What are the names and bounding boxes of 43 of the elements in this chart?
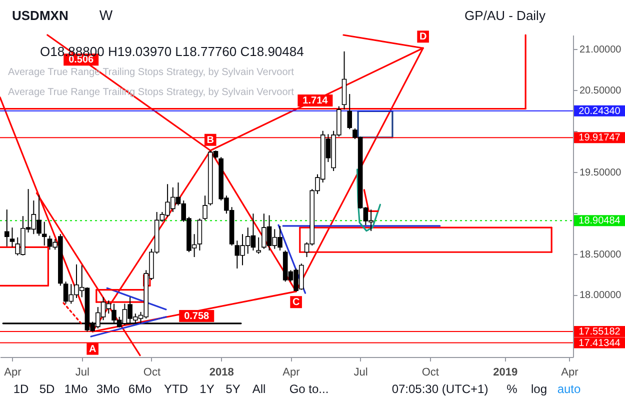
ref-line-label: 20.24340 <box>578 106 621 117</box>
annotation: 0.758 <box>184 311 210 322</box>
x-tick-label: Oct <box>143 366 161 378</box>
text: 5Y <box>226 382 240 396</box>
text: % <box>506 382 518 396</box>
text: 3Mo <box>96 382 120 396</box>
annotation: D <box>419 32 427 43</box>
text: auto <box>557 382 581 396</box>
text: 5D <box>39 382 55 396</box>
x-tick-label: Jul <box>75 366 90 378</box>
text: W <box>99 7 114 23</box>
ref-line-label: 19.91747 <box>578 132 621 144</box>
text: 1D <box>13 382 29 396</box>
x-tick-label: Jul <box>354 366 368 378</box>
y-tick-label: 20.50000 <box>580 85 622 96</box>
ref-line-label: 17.41344 <box>578 338 621 349</box>
ref-line-label: 17.55182 <box>578 326 621 338</box>
y-tick-label: 18.00000 <box>580 290 622 302</box>
text: 1Y <box>200 382 214 396</box>
x-tick-label: Apr <box>282 366 300 378</box>
y-tick-label: 18.50000 <box>580 249 622 260</box>
x-tick-label: 2018 <box>209 366 234 378</box>
x-tick-label: Apr <box>561 366 579 378</box>
x-tick-label: 2019 <box>493 366 518 378</box>
annotation: C <box>292 297 300 308</box>
text: 1Mo <box>64 382 88 396</box>
text: GP/AU - Daily <box>464 8 546 23</box>
annotation: B <box>206 134 214 146</box>
text: log <box>530 382 548 396</box>
annotation: Average True Range Trailing Stops Strategy, by Sylvain Vervoort <box>8 67 294 78</box>
text: 6Mo <box>128 382 152 396</box>
ref-line-label: 18.90484 <box>578 216 621 227</box>
text: 07:05:30 (UTC+1) <box>392 382 488 396</box>
y-tick-label: 21.00000 <box>580 44 622 56</box>
text: YTD <box>164 382 188 396</box>
text: All <box>252 382 266 396</box>
x-tick-label: Apr <box>4 366 22 378</box>
x-tick-label: Oct <box>422 366 440 378</box>
annotation: A <box>88 344 96 355</box>
text: Go to... <box>289 382 329 396</box>
y-tick-label: 19.50000 <box>580 167 622 178</box>
chart-title: USDMXN <box>12 8 68 23</box>
annotation: 1.714 <box>302 96 328 107</box>
